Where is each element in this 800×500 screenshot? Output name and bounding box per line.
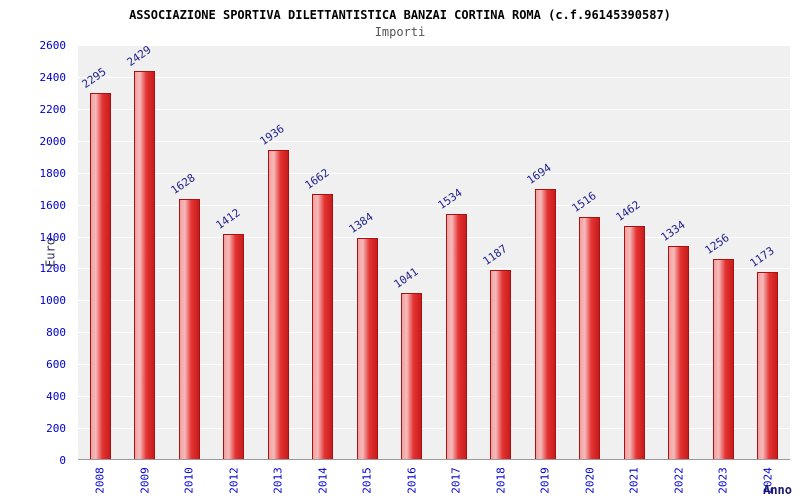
y-tick-label: 1800	[39, 166, 67, 180]
x-tick-label: 2018	[494, 467, 508, 494]
x-tick-label: 2014	[316, 467, 330, 494]
bar	[490, 269, 512, 459]
gridline	[78, 204, 790, 206]
bar	[267, 150, 289, 459]
bar	[356, 238, 378, 459]
y-tick-label: 2600	[39, 39, 67, 52]
y-tick-label: 1600	[39, 198, 67, 212]
x-tick-label: 2023	[716, 467, 730, 494]
bar	[178, 199, 200, 459]
x-tick-label: 2012	[227, 467, 241, 494]
gridline	[78, 428, 790, 430]
bar	[579, 217, 601, 459]
gridline	[78, 332, 790, 334]
x-tick-label: 2010	[182, 467, 196, 494]
y-tick-label: 600	[46, 358, 66, 372]
bar	[445, 214, 467, 459]
y-axis-tick-labels: 0 200 400 600 800 1000 1200 1400 1600 1800 2000 220…	[0, 0, 72, 500]
x-tick-label: 2021	[627, 467, 641, 494]
x-tick-label: 2013	[271, 467, 285, 494]
gridline	[78, 396, 790, 398]
x-tick-label: 2015	[360, 467, 374, 494]
gridline	[78, 268, 790, 270]
bar	[89, 92, 111, 459]
plot-area: 2295 2429 1628 1412 1936 1662 1384 1041 1534 1187…	[78, 43, 790, 460]
y-tick-label: 2200	[39, 102, 67, 116]
gridline	[78, 108, 790, 110]
x-tick-label: 2016	[405, 467, 419, 494]
gridline	[78, 236, 790, 238]
bar	[534, 188, 556, 459]
y-axis-title: Euro	[43, 238, 58, 267]
gridline	[78, 300, 790, 302]
bar	[312, 193, 334, 459]
bar	[134, 71, 156, 459]
y-tick-label: 1200	[39, 262, 67, 276]
y-tick-label: 1000	[39, 294, 67, 308]
bar	[757, 271, 779, 459]
gridline	[78, 172, 790, 174]
gridline	[78, 140, 790, 142]
x-tick-label: 2020	[583, 467, 597, 494]
x-tick-label: 2009	[138, 467, 152, 494]
x-tick-label: 2022	[672, 467, 686, 494]
x-tick-label: 2019	[538, 467, 552, 494]
bar	[223, 233, 245, 459]
y-tick-label: 0	[59, 454, 66, 467]
y-tick-label: 800	[46, 326, 66, 340]
bar	[668, 246, 690, 459]
chart-subtitle: Importi	[374, 25, 426, 39]
bar	[401, 292, 423, 459]
y-tick-label: 2400	[39, 70, 67, 84]
x-axis-title: Anno	[763, 483, 792, 497]
y-tick-label: 1400	[39, 230, 67, 244]
bar	[712, 258, 734, 459]
gridline	[78, 45, 790, 46]
y-tick-label: 400	[46, 390, 66, 404]
chart-title: ASSOCIAZIONE SPORTIVA DILETTANTISTICA BA…	[129, 8, 671, 22]
gridline	[78, 76, 790, 78]
y-tick-label: 2000	[39, 134, 67, 148]
y-tick-label: 200	[46, 422, 66, 436]
x-tick-label: 2008	[93, 467, 107, 494]
bar	[623, 225, 645, 459]
x-tick-label: 2017	[449, 467, 463, 494]
gridline	[78, 364, 790, 366]
